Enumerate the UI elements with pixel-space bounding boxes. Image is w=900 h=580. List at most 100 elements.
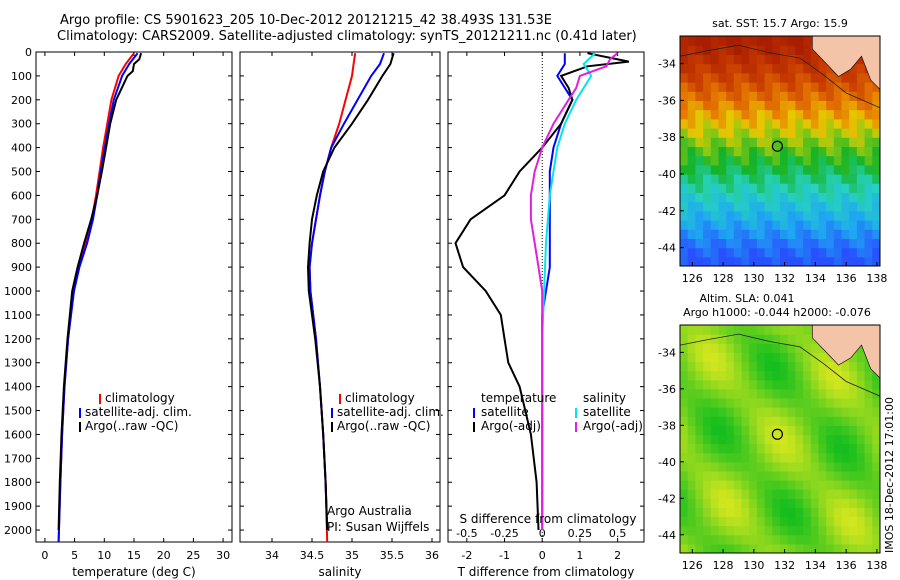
map-cell bbox=[810, 229, 820, 239]
map-cell bbox=[818, 238, 827, 249]
map-cell bbox=[795, 443, 804, 454]
map-cell bbox=[749, 201, 758, 212]
map-cell bbox=[849, 201, 858, 212]
map-cell bbox=[795, 461, 804, 472]
map-cell bbox=[810, 470, 820, 481]
map-cell bbox=[726, 183, 735, 193]
map-cell bbox=[772, 256, 781, 266]
map-cell bbox=[787, 525, 796, 536]
map-cell bbox=[703, 256, 712, 266]
map-cell bbox=[818, 192, 827, 203]
map-cell bbox=[764, 36, 773, 46]
map-cell bbox=[856, 247, 866, 258]
map-cell bbox=[795, 72, 804, 83]
map-cell bbox=[872, 416, 880, 426]
map-cell bbox=[864, 470, 873, 481]
map-cell bbox=[833, 516, 843, 527]
map-cell bbox=[841, 425, 850, 435]
map-cell bbox=[772, 109, 781, 120]
map-cell bbox=[780, 534, 789, 545]
map-cell bbox=[856, 507, 866, 518]
map-cell bbox=[703, 361, 712, 372]
map-cell bbox=[687, 480, 696, 490]
map-cell bbox=[764, 534, 773, 545]
xtick-label: 36 bbox=[425, 549, 439, 562]
map-cell bbox=[849, 220, 858, 230]
series-group bbox=[454, 52, 630, 531]
map-cell bbox=[772, 201, 781, 212]
map-cell bbox=[764, 229, 773, 239]
map-cell bbox=[856, 210, 866, 221]
map-cell bbox=[764, 543, 773, 553]
map-ytick-label: -34 bbox=[658, 58, 676, 71]
map-cell bbox=[756, 256, 766, 266]
map-cell bbox=[849, 498, 858, 508]
xtick-label: -1 bbox=[499, 549, 510, 562]
map-cell bbox=[849, 155, 858, 166]
map-cell bbox=[856, 498, 866, 508]
map-cell bbox=[710, 45, 720, 55]
map-cell bbox=[810, 155, 820, 166]
map-cell bbox=[741, 470, 750, 481]
map-cell bbox=[680, 534, 689, 545]
map-cell bbox=[833, 388, 843, 399]
map-cell bbox=[733, 36, 743, 46]
ytick-label: 800 bbox=[11, 237, 32, 250]
map-cell bbox=[695, 109, 704, 120]
map-cell bbox=[726, 489, 735, 499]
map-cell bbox=[726, 109, 735, 120]
map-cell bbox=[710, 480, 720, 490]
map-cell bbox=[810, 480, 820, 490]
map-cell bbox=[726, 388, 735, 399]
map-cell bbox=[710, 434, 720, 445]
map-xtick-label: 128 bbox=[713, 272, 734, 285]
map-cell bbox=[695, 498, 704, 508]
map-cell bbox=[687, 201, 696, 212]
map-cell bbox=[864, 174, 873, 184]
map-cell bbox=[726, 36, 735, 46]
map-cell bbox=[726, 516, 735, 527]
map-cell bbox=[833, 543, 843, 553]
map-cell bbox=[710, 452, 720, 463]
map-cell bbox=[780, 238, 789, 249]
series-line bbox=[57, 52, 143, 531]
map-cell bbox=[849, 443, 858, 454]
title-line-1: Argo profile: CS 5901623_205 10-Dec-2012… bbox=[60, 13, 552, 28]
map-cell bbox=[687, 343, 696, 353]
map-cell bbox=[733, 100, 743, 111]
map-cell bbox=[864, 82, 873, 92]
map-cell bbox=[780, 256, 789, 266]
map-cell bbox=[749, 100, 758, 111]
map-cell bbox=[741, 434, 750, 445]
map-ytick-label: -34 bbox=[658, 346, 676, 359]
map-cell bbox=[787, 137, 796, 147]
temp-legend-satellite: satellite-adj. clim. bbox=[85, 405, 192, 419]
map-cell bbox=[818, 498, 827, 508]
map-cell bbox=[687, 192, 696, 203]
map-cell bbox=[818, 155, 827, 166]
map-cell bbox=[810, 489, 820, 499]
map-cell bbox=[787, 72, 796, 83]
map-cell bbox=[841, 461, 850, 472]
map-cell bbox=[826, 379, 835, 390]
map-cell bbox=[810, 416, 820, 426]
map-cell bbox=[733, 434, 743, 445]
tdiff-xlabel: T difference from climatology bbox=[457, 565, 635, 579]
map-cell bbox=[695, 425, 704, 435]
map-cell bbox=[803, 525, 812, 536]
map-cell bbox=[772, 343, 781, 353]
map-cell bbox=[733, 498, 743, 508]
map-cell bbox=[780, 343, 789, 353]
map-cell bbox=[872, 398, 880, 408]
map-cell bbox=[687, 72, 696, 83]
series-line bbox=[529, 52, 619, 530]
map-cell bbox=[695, 82, 704, 92]
map-cell bbox=[687, 137, 696, 147]
map-cell bbox=[726, 407, 735, 417]
map-cell bbox=[780, 370, 789, 381]
map-cell bbox=[795, 100, 804, 111]
map-cell bbox=[718, 220, 727, 230]
map-cell bbox=[756, 525, 766, 536]
map-cell bbox=[687, 238, 696, 249]
map-cell bbox=[680, 343, 689, 353]
